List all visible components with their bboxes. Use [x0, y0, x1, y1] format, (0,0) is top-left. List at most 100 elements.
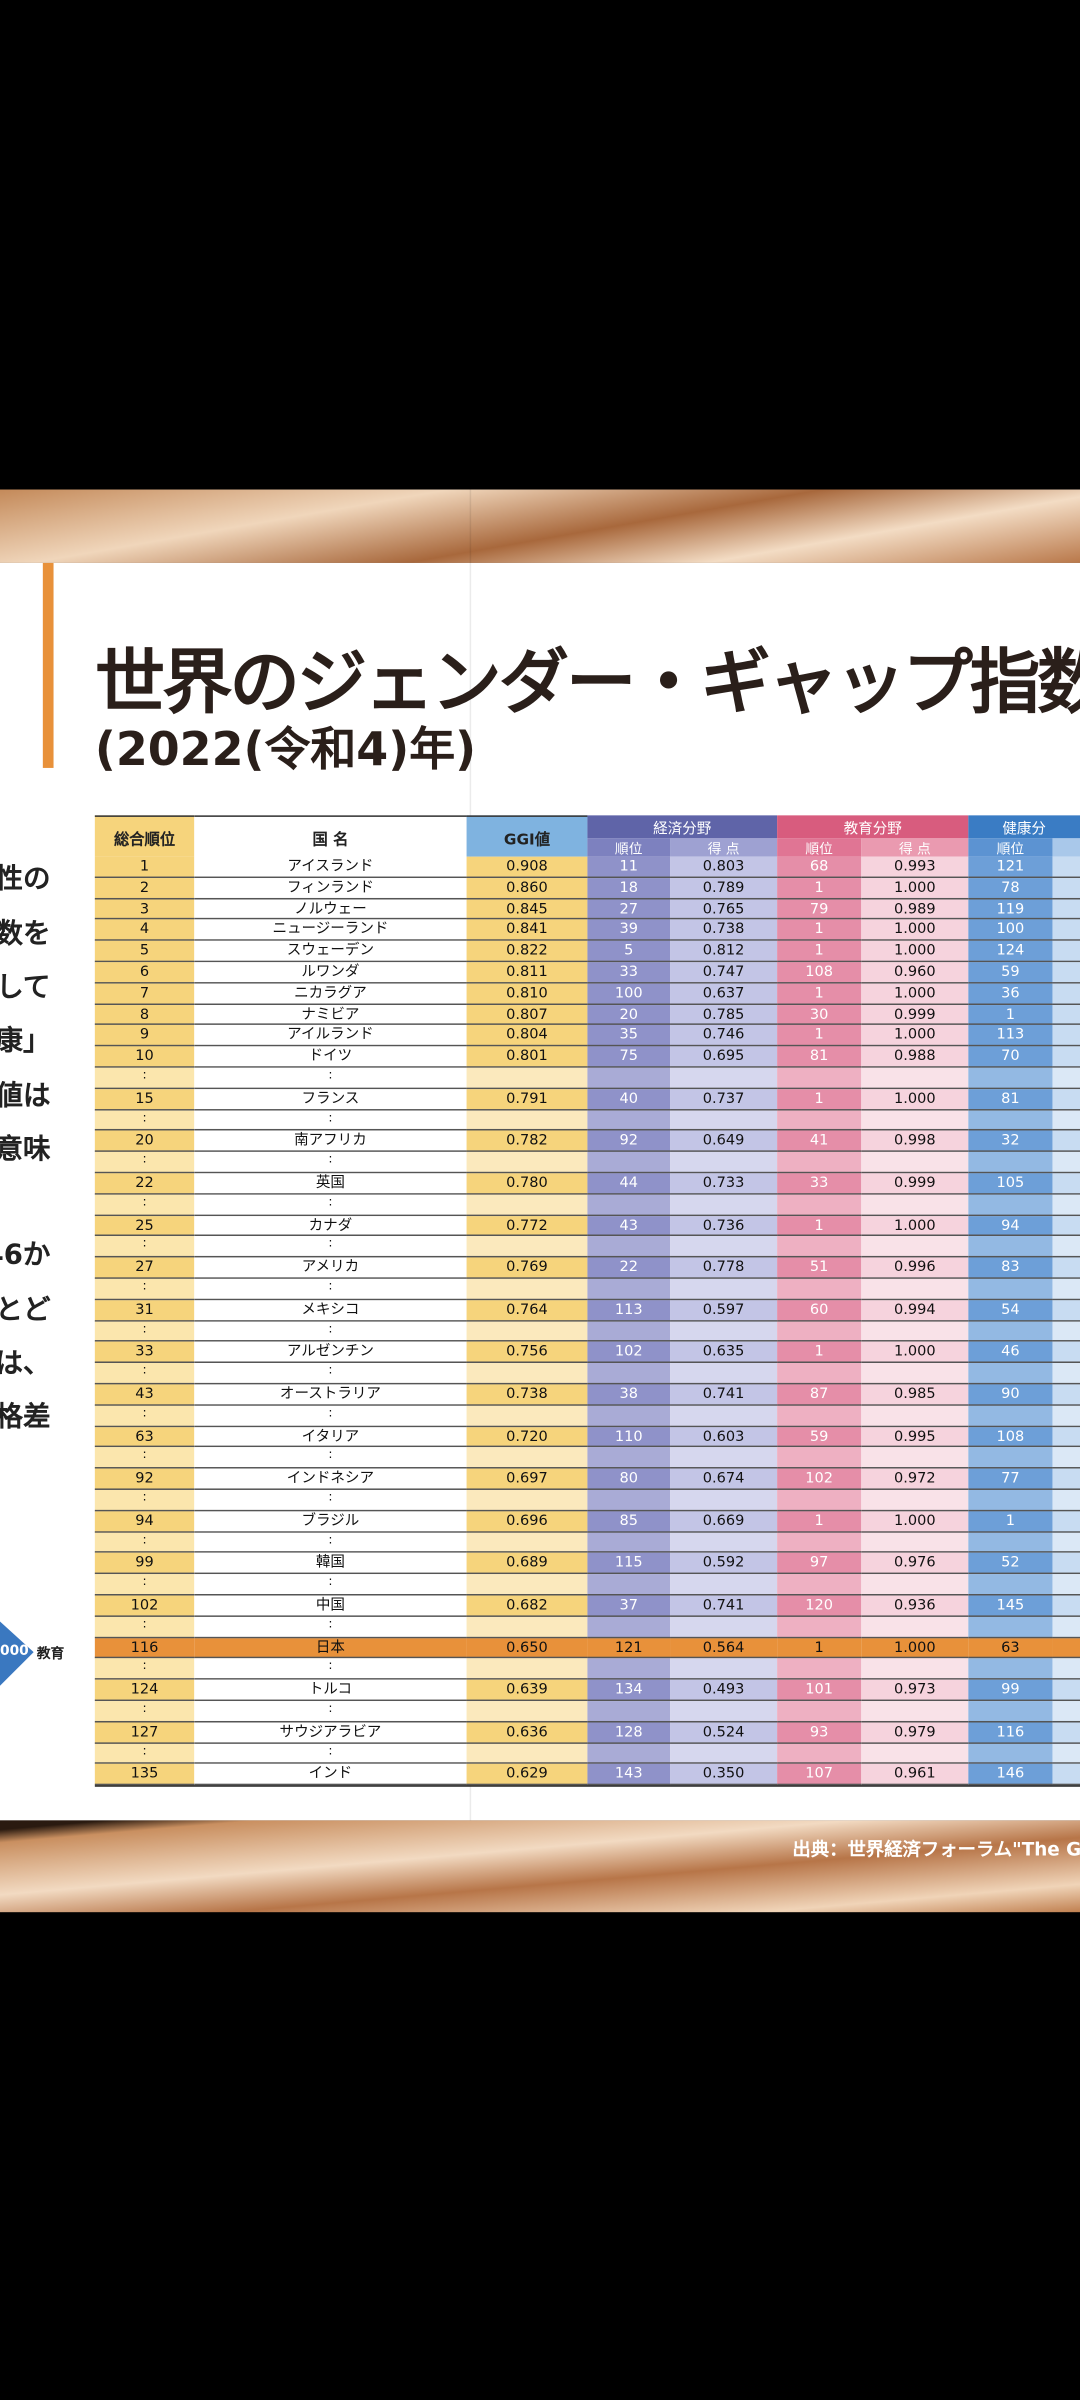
body-line: 46か	[0, 1239, 51, 1272]
table-cell-empty	[968, 1363, 1053, 1385]
table-cell-empty	[1052, 1489, 1080, 1512]
table-cell: 0.772	[466, 1215, 588, 1237]
table-cell-empty	[1052, 1468, 1080, 1490]
table-cell-empty	[1052, 919, 1080, 942]
table-cell-empty	[1052, 1532, 1080, 1554]
table-cell: :	[194, 1658, 467, 1680]
table-cell-empty	[1052, 898, 1080, 920]
table-cell: 0.682	[466, 1595, 588, 1617]
sub-header-cell: 順位	[587, 838, 671, 857]
table-cell: 51	[777, 1257, 862, 1279]
table-cell: 38	[587, 1384, 671, 1406]
table-cell-empty	[1052, 1363, 1080, 1385]
table-cell-empty	[861, 1574, 969, 1596]
table-cell-empty	[1052, 1046, 1080, 1068]
table-cell: 中国	[194, 1595, 467, 1617]
table-cell-empty	[1052, 1574, 1080, 1596]
table-cell: 0.778	[670, 1257, 778, 1279]
table-cell: :	[94, 1236, 195, 1258]
table-cell: 0.989	[861, 898, 969, 920]
table-cell-empty	[777, 1743, 862, 1765]
table-cell: :	[194, 1194, 467, 1216]
table-cell-empty	[587, 1067, 671, 1089]
table-cell: 0.738	[466, 1384, 588, 1406]
table-cell: 78	[968, 877, 1053, 899]
table-cell: 0.998	[861, 1131, 969, 1153]
table-cell-empty	[968, 1321, 1053, 1343]
table-cell-empty	[968, 1574, 1053, 1596]
table-cell-empty	[968, 1067, 1053, 1089]
table-cell: :	[94, 1067, 195, 1089]
table-cell: 0.822	[466, 941, 588, 963]
body-line: 意味	[0, 1133, 51, 1166]
table-cell-empty	[861, 1236, 969, 1258]
table-bottom-rule	[94, 1785, 1080, 1788]
table-cell-empty	[1052, 1764, 1080, 1786]
table-cell: 0.845	[466, 898, 588, 920]
table-cell: 99	[94, 1553, 195, 1575]
table-cell-empty	[466, 1152, 588, 1174]
table-cell: :	[194, 1574, 467, 1596]
table-cell-empty	[968, 1405, 1053, 1427]
table-cell: 46	[968, 1342, 1053, 1364]
table-cell: 0.741	[670, 1595, 778, 1617]
table-cell-empty	[587, 1743, 671, 1765]
table-cell-empty	[1052, 1384, 1080, 1406]
accent-bar	[42, 562, 54, 768]
table-cell: 93	[777, 1722, 862, 1744]
table-cell-empty	[861, 1743, 969, 1765]
table-cell: トルコ	[194, 1679, 467, 1702]
table-cell: 135	[94, 1764, 195, 1786]
table-cell: 5	[587, 941, 671, 963]
table-cell-empty	[670, 1405, 778, 1427]
table-cell-empty	[861, 1278, 969, 1300]
table-cell-empty	[670, 1363, 778, 1385]
table-cell: 0.791	[466, 1088, 588, 1110]
table-cell-empty	[466, 1067, 588, 1089]
table-cell: :	[94, 1743, 195, 1765]
table-cell: :	[194, 1278, 467, 1300]
table-cell: 8	[94, 1004, 195, 1026]
table-cell: 0.738	[670, 919, 778, 942]
table-cell: 31	[94, 1299, 195, 1322]
table-cell-empty	[1052, 1257, 1080, 1279]
table-cell-empty	[777, 1489, 862, 1512]
table-cell-empty	[1052, 1447, 1080, 1469]
table-cell: 0.789	[670, 877, 778, 899]
table-cell: 33	[777, 1173, 862, 1195]
body-line: 性の	[0, 862, 51, 895]
table-cell-empty	[1052, 1215, 1080, 1237]
table-cell: 25	[94, 1215, 195, 1237]
table-cell-empty	[670, 1658, 778, 1680]
table-cell-empty	[1052, 941, 1080, 963]
table-cell-empty	[670, 1701, 778, 1723]
table-cell: 22	[587, 1257, 671, 1279]
table-cell: アイスランド	[194, 856, 467, 878]
table-cell-empty	[777, 1321, 862, 1343]
table-cell-empty	[466, 1321, 588, 1343]
table-cell: 41	[777, 1131, 862, 1153]
table-cell: :	[194, 1067, 467, 1089]
diagram-label: 教育	[36, 1647, 65, 1663]
table-cell: 79	[777, 898, 862, 920]
table-cell: 124	[94, 1679, 195, 1702]
table-cell-empty	[1052, 1321, 1080, 1343]
table-cell: :	[194, 1405, 467, 1427]
table-cell-empty	[861, 1194, 969, 1216]
sub-header-cell: 得 点	[861, 838, 969, 857]
table-cell: 5	[94, 941, 195, 963]
table-cell-empty	[1052, 1722, 1080, 1744]
table-cell: 68	[777, 856, 862, 878]
table-cell-empty	[466, 1574, 588, 1596]
table-cell-empty	[670, 1743, 778, 1765]
table-cell-empty	[777, 1658, 862, 1680]
table-cell-empty	[968, 1658, 1053, 1680]
table-cell-empty	[670, 1236, 778, 1258]
table-cell-empty	[1052, 1004, 1080, 1026]
table-cell-empty	[670, 1067, 778, 1089]
table-cell-empty	[587, 1658, 671, 1680]
table-cell-empty	[1052, 856, 1080, 878]
table-cell: 128	[587, 1722, 671, 1744]
table-cell: 1	[777, 941, 862, 963]
table-cell-empty	[861, 1701, 969, 1723]
